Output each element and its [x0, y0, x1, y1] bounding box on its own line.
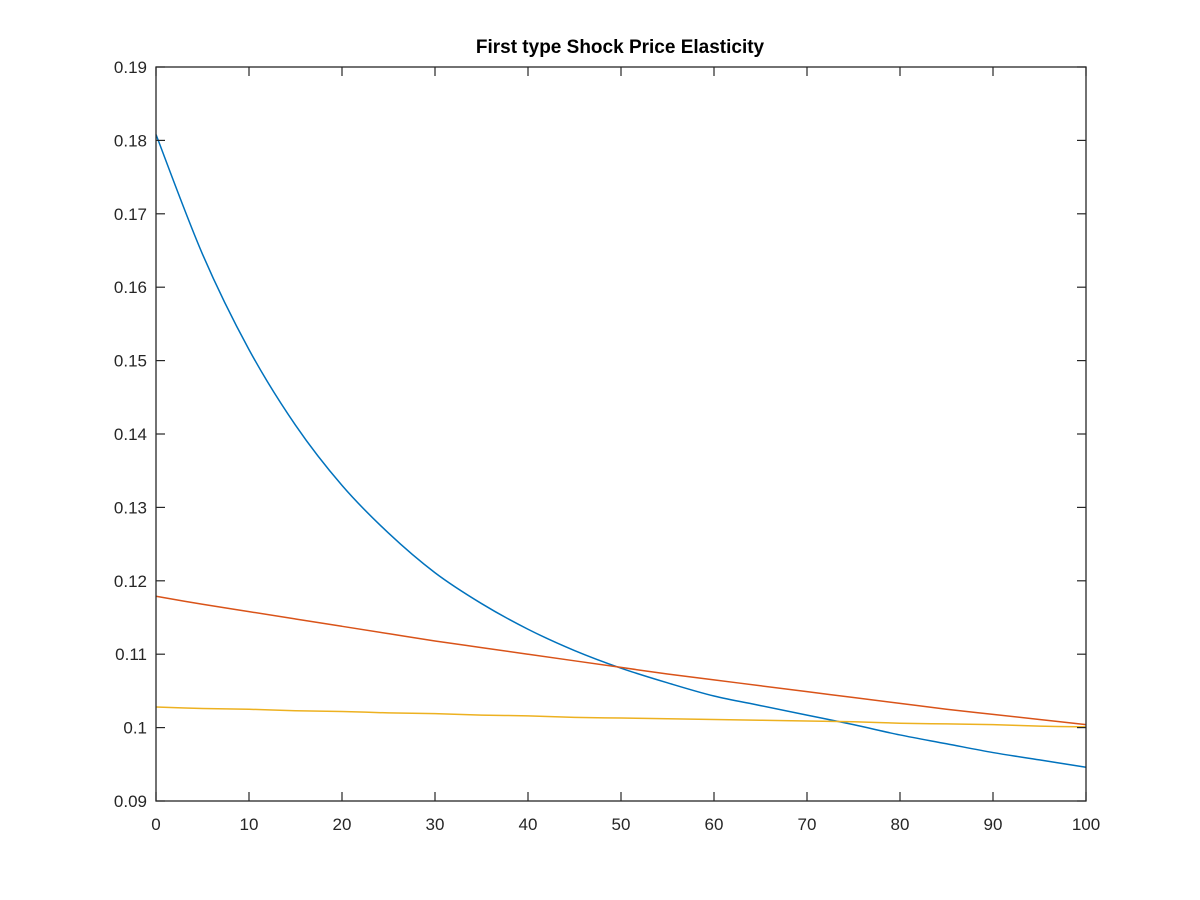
- x-tick-labels: 0 10 20 30 40 50 60 70 80 90 100: [151, 815, 1100, 834]
- x-tick-label: 80: [891, 815, 910, 834]
- x-tick-label: 40: [519, 815, 538, 834]
- tick-layer: [155, 66, 1087, 802]
- series-line-2: [155, 595, 1087, 726]
- y-tick-label: 0.1: [123, 719, 147, 738]
- x-tick-label: 30: [426, 815, 445, 834]
- y-tick-label: 0.14: [114, 425, 147, 444]
- x-tick-label: 70: [798, 815, 817, 834]
- x-tick-label: 100: [1072, 815, 1100, 834]
- x-tick-label: 20: [333, 815, 352, 834]
- x-tick-label: 90: [984, 815, 1003, 834]
- y-tick-label: 0.16: [114, 278, 147, 297]
- x-tick-label: 60: [705, 815, 724, 834]
- x-tick-label: 10: [240, 815, 259, 834]
- series-line-1: [155, 134, 1087, 768]
- series-line-3: [155, 706, 1087, 728]
- y-tick-label: 0.15: [114, 352, 147, 371]
- plot-area: [156, 67, 1086, 801]
- y-tick-label: 0.13: [114, 498, 147, 517]
- y-tick-labels: 0.09 0.1 0.11 0.12 0.13 0.14 0.15 0.16 0.17 0.18 0…: [114, 58, 147, 811]
- y-tick-label: 0.18: [114, 131, 147, 150]
- y-tick-label: 0.12: [114, 572, 147, 591]
- y-tick-label: 0.09: [114, 792, 147, 811]
- x-tick-label: 0: [151, 815, 160, 834]
- y-tick-label: 0.11: [115, 645, 147, 664]
- x-tick-label: 50: [612, 815, 631, 834]
- series-layer: [155, 134, 1087, 768]
- axes-box: [155, 66, 1087, 802]
- y-tick-label: 0.17: [114, 205, 147, 224]
- y-tick-label: 0.19: [114, 58, 147, 77]
- chart-title: First type Shock Price Elasticity: [476, 37, 765, 58]
